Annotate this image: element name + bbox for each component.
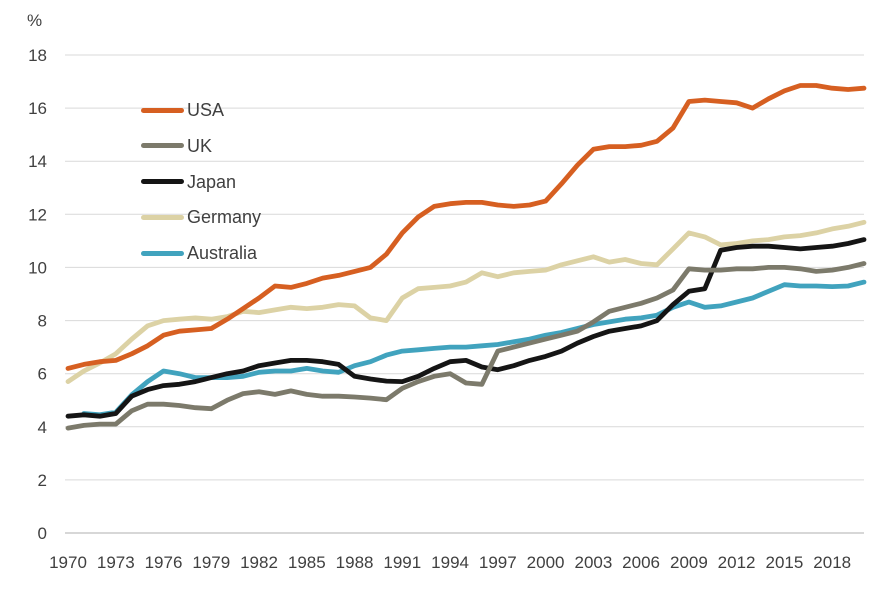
y-tick-label: 18 (28, 46, 47, 65)
legend-item-usa: USA (141, 101, 261, 119)
legend-swatch-australia (141, 250, 184, 256)
x-tick-label: 1979 (192, 553, 230, 572)
x-tick-label: 1970 (49, 553, 87, 572)
legend-swatch-usa (141, 107, 184, 113)
x-tick-label: 2018 (813, 553, 851, 572)
x-tick-label: 1985 (288, 553, 326, 572)
legend-item-australia: Australia (141, 244, 261, 262)
legend-label-japan: Japan (187, 171, 237, 192)
legend-label-usa: USA (187, 100, 225, 120)
x-tick-label: 2015 (765, 553, 803, 572)
y-axis-unit-label: % (27, 11, 43, 30)
x-tick-label: 1997 (479, 553, 517, 572)
x-tick-label: 2006 (622, 553, 660, 572)
y-tick-label: 2 (38, 471, 47, 490)
y-tick-label: 10 (28, 258, 47, 277)
y-tick-label: 4 (38, 418, 47, 437)
legend-label-uk: UK (187, 135, 213, 156)
y-tick-label: 0 (38, 524, 47, 543)
y-axis-tick-labels: 0 2 4 6 8 10 12 14 16 18 (28, 46, 47, 543)
series-line-germany (65, 219, 867, 385)
legend-label-australia: Australia (187, 243, 258, 264)
legend-item-uk: UK (141, 137, 261, 155)
y-tick-label: 14 (28, 152, 47, 171)
legend-label-germany: Germany (187, 207, 262, 228)
legend-swatch-germany (141, 214, 184, 220)
x-tick-label: 2000 (527, 553, 565, 572)
legend-swatch-japan (141, 179, 184, 185)
x-tick-label: 1991 (383, 553, 421, 572)
series-line-usa (65, 83, 867, 371)
x-axis-tick-labels: 1970 1973 1976 1979 1982 1985 1988 1991 1994 1997… (49, 553, 851, 572)
series-line-japan (65, 237, 867, 419)
legend-item-japan: Japan (141, 173, 261, 191)
y-tick-label: 16 (28, 99, 47, 118)
x-tick-label: 1976 (145, 553, 183, 572)
series-line-uk (65, 261, 867, 431)
gridlines (65, 54, 864, 481)
x-tick-label: 2012 (718, 553, 756, 572)
x-tick-label: 1994 (431, 553, 469, 572)
y-tick-label: 12 (28, 205, 47, 224)
legend-item-germany: Germany (141, 208, 261, 226)
x-tick-label: 1982 (240, 553, 278, 572)
y-tick-label: 6 (38, 365, 47, 384)
x-tick-label: 2003 (574, 553, 612, 572)
x-tick-label: 1988 (336, 553, 374, 572)
series-line-australia (81, 279, 867, 418)
x-tick-label: 2009 (670, 553, 708, 572)
legend-swatch-uk (141, 143, 184, 149)
x-tick-label: 1973 (97, 553, 135, 572)
y-tick-label: 8 (38, 312, 47, 331)
legend: USA UK Japan Germany Australia (141, 101, 261, 280)
